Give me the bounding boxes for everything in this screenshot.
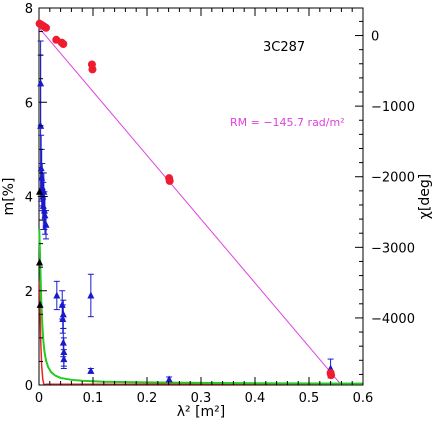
black-point (36, 187, 44, 195)
chi-point (88, 65, 97, 74)
y-right-tick-label: −2000 (371, 171, 415, 186)
chi-point (42, 23, 51, 32)
black-point (36, 300, 44, 308)
data-layer (35, 19, 364, 386)
low-model-curve (38, 281, 46, 386)
x-tick-label: 0.5 (299, 391, 320, 406)
axis-layer: 0 0.1 0.2 0.3 0.4 0.5 0.6 0 2 4 6 8 0 −1000 −2000 −3000… (25, 2, 415, 406)
y-right-tick-label: 0 (371, 30, 379, 45)
x-tick-label: 0.4 (245, 391, 266, 406)
m-point (42, 220, 50, 228)
y-left-tick-label: 2 (25, 285, 33, 300)
m-point (37, 164, 45, 172)
x-tick-label: 0.3 (191, 391, 212, 406)
source-annotation: 3C287 (263, 40, 305, 55)
y-left-tick-label: 0 (25, 379, 33, 394)
m-point (53, 291, 61, 299)
x-tick-label: 0.2 (137, 391, 158, 406)
m-point (59, 310, 67, 318)
x-tick-label: 0.1 (83, 391, 104, 406)
black-point (36, 258, 44, 266)
chi-point (59, 40, 68, 49)
plot-frame (38, 7, 364, 386)
y-left-tick-label: 8 (25, 2, 33, 17)
rm-annotation: RM = −145.7 rad/m² (230, 116, 345, 129)
m-point (59, 338, 67, 346)
y-right-tick-label: −4000 (371, 312, 415, 327)
chi-point (165, 176, 174, 185)
x-axis-label: λ² [m²] (177, 404, 226, 420)
m-point (165, 375, 173, 383)
y-axis-left-label: m[%] (1, 178, 17, 216)
m-point (60, 355, 68, 363)
m-point (59, 315, 67, 323)
y-axis-right-label: χ[deg] (417, 174, 433, 219)
y-left-tick-label: 6 (25, 96, 33, 111)
m-model-curve (38, 229, 364, 385)
chi-point (327, 371, 336, 380)
rm-fit-line (38, 27, 342, 386)
m-point (87, 291, 95, 299)
y-left-tick-label: 4 (25, 191, 33, 206)
y-right-tick-label: −3000 (371, 241, 415, 256)
plot-frame-layer (38, 7, 364, 386)
y-right-tick-label: −1000 (371, 100, 415, 115)
m-point (41, 211, 49, 219)
x-tick-label: 0 (35, 391, 43, 406)
m-point (87, 366, 95, 374)
x-tick-label: 0.6 (353, 391, 374, 406)
